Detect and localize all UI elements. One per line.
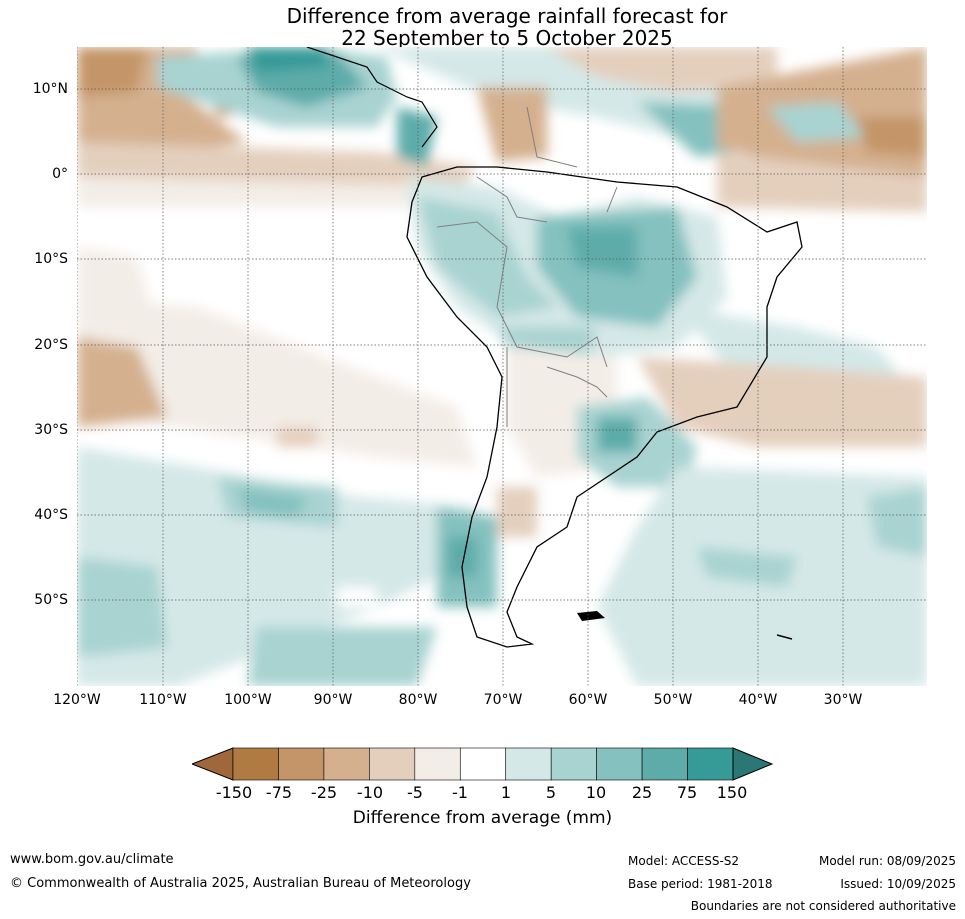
coastline bbox=[406, 166, 803, 648]
legend-arrow-low bbox=[192, 747, 234, 781]
model-name: Model: ACCESS-S2 bbox=[628, 854, 740, 868]
country-borders bbox=[436, 106, 618, 427]
legend-swatch bbox=[505, 747, 552, 781]
boundaries-disclaimer: Boundaries are not considered authoritat… bbox=[690, 899, 956, 913]
legend-label: 10 bbox=[585, 783, 607, 802]
central-america-coastline bbox=[306, 47, 438, 148]
copyright-text: © Commonwealth of Australia 2025, Austra… bbox=[10, 876, 471, 891]
lat-label: 20°S bbox=[34, 337, 68, 353]
legend-swatch bbox=[550, 747, 597, 781]
lon-label: 50°W bbox=[653, 692, 693, 708]
lat-label: 30°S bbox=[34, 422, 68, 438]
lat-label: 40°S bbox=[34, 507, 68, 523]
legend-swatch bbox=[459, 747, 507, 781]
legend-swatch bbox=[414, 747, 461, 781]
legend-label: 150 bbox=[716, 783, 748, 802]
legend-label: -10 bbox=[356, 783, 384, 802]
lon-label: 110°W bbox=[139, 692, 187, 708]
base-period: Base period: 1981-2018 bbox=[628, 877, 773, 891]
legend-label: 5 bbox=[545, 783, 557, 802]
legend-label: 75 bbox=[676, 783, 698, 802]
graticule bbox=[77, 47, 927, 686]
legend-title: Difference from average (mm) bbox=[352, 808, 613, 828]
lon-label: 80°W bbox=[398, 692, 438, 708]
legend-label: -150 bbox=[215, 783, 253, 802]
legend-swatch bbox=[323, 747, 370, 781]
legend-swatch bbox=[369, 747, 416, 781]
legend-arrow-high bbox=[732, 747, 774, 781]
legend-swatch bbox=[596, 747, 643, 781]
legend-label: -5 bbox=[407, 783, 423, 802]
legend-label: -1 bbox=[452, 783, 468, 802]
lon-label: 100°W bbox=[224, 692, 272, 708]
legend-swatch bbox=[278, 747, 325, 781]
model-run-date: Model run: 08/09/2025 bbox=[818, 854, 956, 868]
rainfall-anomaly-map bbox=[77, 47, 927, 686]
lon-label: 30°W bbox=[823, 692, 863, 708]
legend-swatch bbox=[687, 747, 734, 781]
south-georgia bbox=[776, 634, 793, 640]
lon-label: 120°W bbox=[53, 692, 101, 708]
lat-label: 50°S bbox=[34, 592, 68, 608]
lon-label: 70°W bbox=[483, 692, 523, 708]
lon-label: 90°W bbox=[313, 692, 353, 708]
legend-label: 25 bbox=[631, 783, 653, 802]
anomaly-contours bbox=[77, 47, 927, 686]
anomaly-field bbox=[77, 47, 927, 686]
issued-date: Issued: 10/09/2025 bbox=[840, 877, 956, 891]
legend-swatch bbox=[232, 747, 279, 781]
legend-swatch bbox=[641, 747, 688, 781]
lat-label: 10°N bbox=[32, 81, 68, 97]
website-link[interactable]: www.bom.gov.au/climate bbox=[10, 852, 174, 867]
lat-label: 0° bbox=[52, 166, 68, 182]
lon-label: 60°W bbox=[568, 692, 608, 708]
legend-colorbar bbox=[192, 747, 774, 781]
legend-label: 1 bbox=[500, 783, 512, 802]
lon-label: 40°W bbox=[738, 692, 778, 708]
map-title-line-1: Difference from average rainfall forecas… bbox=[286, 4, 728, 28]
legend-label: -25 bbox=[310, 783, 338, 802]
map-title-line-2: 22 September to 5 October 2025 bbox=[341, 26, 673, 50]
lat-label: 10°S bbox=[34, 251, 68, 267]
falkland-islands bbox=[577, 611, 605, 621]
legend-label: -75 bbox=[265, 783, 293, 802]
